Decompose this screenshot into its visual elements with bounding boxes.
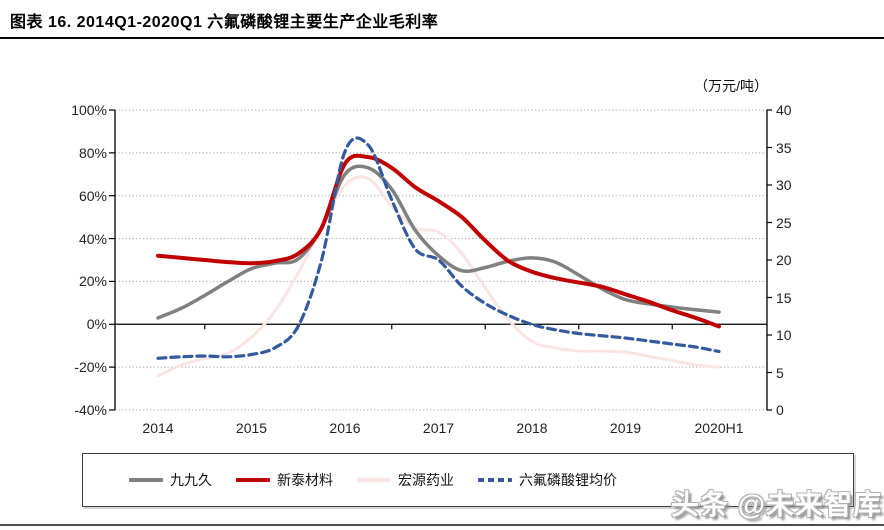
left-axis-label: 40%: [78, 230, 107, 247]
series-line-六氟磷酸锂均价: [156, 136, 721, 360]
x-axis-label: 2018: [516, 420, 548, 436]
left-axis-label: 80%: [78, 144, 107, 161]
series-line-宏源药业: [156, 175, 721, 378]
left-axis-label: 100%: [71, 102, 107, 118]
x-axis-label: 2019: [609, 420, 642, 436]
watermark: 头条 @未来智库: [670, 489, 882, 520]
line-swatch: [357, 478, 391, 482]
right-axis-label: 40: [776, 102, 792, 118]
dashed-line-swatch: [478, 478, 512, 482]
legend-item-宏源药业: 宏源药业: [357, 470, 454, 490]
right-axis-label: 0: [776, 402, 784, 418]
title-rule: [0, 37, 884, 39]
right-axis-label: 30: [776, 177, 792, 193]
left-axis-label: -20%: [74, 359, 107, 376]
legend-label: 九九久: [170, 472, 212, 488]
bottom-rule: [0, 524, 884, 526]
legend-item-六氟磷酸锂均价: 六氟磷酸锂均价: [478, 470, 617, 490]
right-axis-label: 25: [776, 214, 792, 231]
x-axis-label: 2016: [329, 420, 361, 436]
figure-title: 图表 16. 2014Q1-2020Q1 六氟磷酸锂主要生产企业毛利率: [10, 14, 439, 31]
left-axis-label: 60%: [78, 187, 107, 204]
line-swatch: [129, 478, 163, 482]
left-axis-label: 0%: [86, 316, 107, 333]
legend-label: 六氟磷酸锂均价: [519, 472, 617, 488]
right-axis-label: 35: [776, 139, 792, 156]
x-axis-label: 2020H1: [694, 420, 744, 436]
x-axis-label: 2015: [235, 420, 268, 436]
right-axis-label: 10: [776, 327, 792, 343]
series-line-九九久: [156, 164, 721, 320]
line-swatch: [236, 478, 270, 482]
right-axis-label: 5: [776, 364, 784, 381]
right-axis-unit-label: （万元/吨）: [694, 78, 768, 94]
x-axis-label: 2014: [142, 420, 174, 436]
left-axis-label: 20%: [78, 273, 107, 290]
legend-label: 新泰材料: [277, 472, 333, 488]
right-axis-label: 20: [776, 252, 792, 268]
legend-label: 宏源药业: [398, 472, 454, 488]
right-axis-label: 15: [776, 289, 792, 306]
legend-item-九九久: 九九久: [129, 470, 212, 490]
x-axis-label: 2017: [422, 420, 455, 436]
left-axis-label: -40%: [74, 402, 107, 418]
series-line-新泰材料: [156, 153, 721, 329]
legend-item-新泰材料: 新泰材料: [236, 470, 333, 490]
chart-legend: 九九久 新泰材料 宏源药业 六氟磷酸锂均价: [82, 453, 854, 507]
